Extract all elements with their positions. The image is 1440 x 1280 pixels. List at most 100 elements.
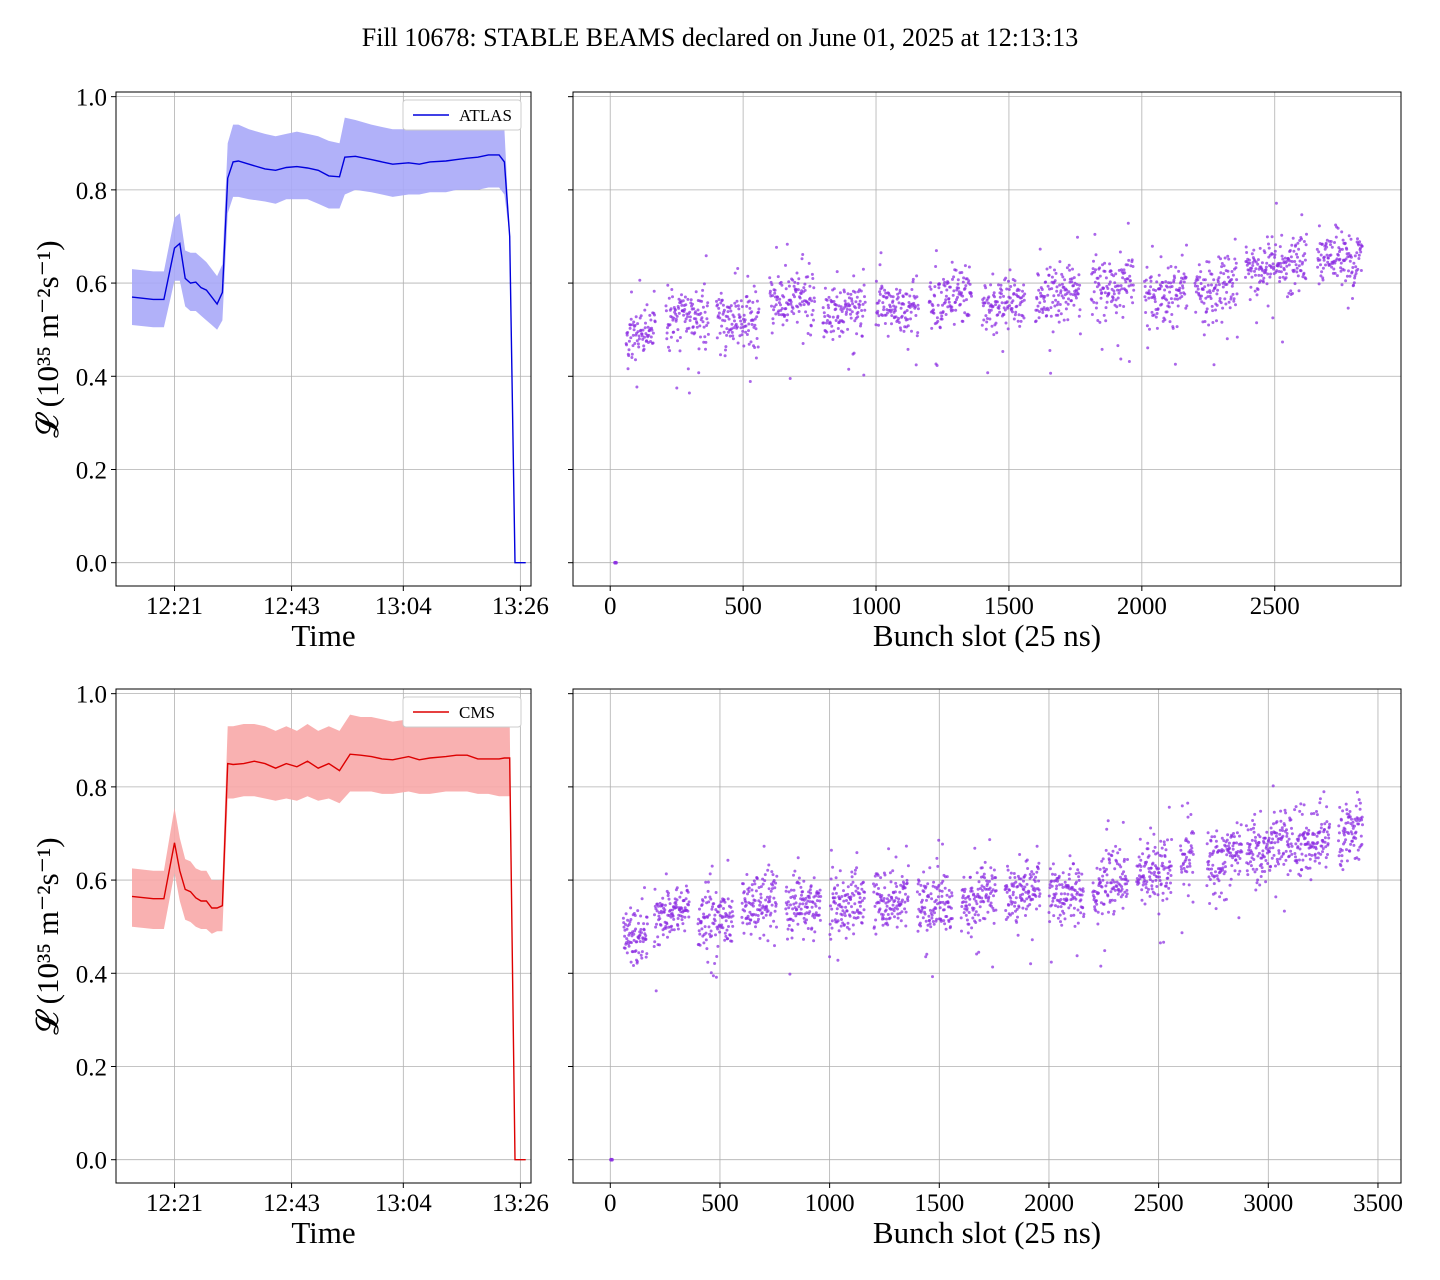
bunch-point xyxy=(726,310,730,314)
bunch-point xyxy=(769,924,773,928)
bunch-point xyxy=(1148,292,1152,296)
bunch-point xyxy=(1176,304,1180,308)
bunch-point xyxy=(1309,878,1313,882)
bunch-point xyxy=(1146,346,1150,350)
bunch-point xyxy=(963,264,967,268)
bunch-point xyxy=(1105,873,1109,877)
x-tick-label: 500 xyxy=(701,1190,739,1217)
bunch-point xyxy=(1150,310,1154,314)
bunch-point xyxy=(930,913,934,917)
x-tick-label: 1500 xyxy=(984,593,1034,620)
bunch-point xyxy=(1325,245,1329,249)
bunch-point xyxy=(727,317,731,321)
bunch-point xyxy=(1040,288,1044,291)
bunch-point xyxy=(1182,280,1186,284)
bunch-point xyxy=(811,900,815,904)
bunch-point xyxy=(712,902,716,906)
bunch-point xyxy=(1147,296,1151,300)
bunch-point xyxy=(1139,865,1143,868)
bunch-point xyxy=(672,917,676,921)
bunch-point xyxy=(1300,812,1304,816)
bunch-point xyxy=(935,316,939,320)
bunch-point xyxy=(1034,319,1038,323)
bunch-point xyxy=(1074,296,1078,300)
bunch-point xyxy=(1255,881,1259,885)
bunch-point xyxy=(704,931,708,935)
bunch-point xyxy=(884,908,888,912)
bunch-point xyxy=(956,282,960,286)
bunch-point xyxy=(1264,268,1268,272)
bunch-point xyxy=(858,896,862,900)
bunch-point xyxy=(890,322,893,326)
bunch-point xyxy=(836,883,840,887)
bunch-point xyxy=(1274,834,1278,838)
bunch-point xyxy=(904,844,908,848)
bunch-point xyxy=(1155,326,1159,330)
bunch-point xyxy=(773,288,777,292)
bunch-point xyxy=(878,290,882,294)
bunch-point xyxy=(722,907,725,910)
bunch-point xyxy=(942,919,946,923)
bunch-point xyxy=(975,902,979,906)
bunch-point xyxy=(1137,881,1141,885)
bunch-point xyxy=(1330,265,1334,269)
bunch-point xyxy=(941,879,945,883)
bunch-point xyxy=(1281,829,1285,832)
bunch-point xyxy=(1303,252,1307,256)
bunch-point xyxy=(1238,857,1242,860)
bunch-point xyxy=(633,323,637,327)
bunch-point xyxy=(1302,271,1306,275)
bunch-point xyxy=(1011,310,1014,314)
bunch-point xyxy=(655,909,659,913)
bunch-point xyxy=(1109,269,1113,273)
bunch-point xyxy=(1017,905,1021,909)
bunch-point xyxy=(759,885,763,889)
bunch-point xyxy=(1119,284,1123,288)
bunch-point xyxy=(858,299,862,303)
bunch-point xyxy=(756,914,760,917)
bunch-point xyxy=(987,879,991,883)
bunch-point xyxy=(1151,879,1155,883)
bunch-point xyxy=(899,902,903,906)
bunch-point xyxy=(1154,289,1158,292)
bunch-point xyxy=(828,321,832,325)
bunch-point xyxy=(669,307,673,311)
bunch-point xyxy=(1277,849,1281,853)
bunch-point xyxy=(759,896,763,900)
bunch-point xyxy=(1035,907,1038,911)
bunch-point xyxy=(924,885,928,889)
bunch-point xyxy=(1238,834,1241,838)
bunch-point xyxy=(916,915,920,919)
bunch-point xyxy=(1319,852,1323,856)
bunch-point xyxy=(1337,824,1341,828)
bunch-point xyxy=(901,295,905,299)
bunch-point xyxy=(1112,909,1116,913)
bunch-point xyxy=(925,928,929,932)
bunch-point xyxy=(1229,877,1233,881)
bunch-point xyxy=(1299,874,1302,878)
bunch-point xyxy=(854,300,858,304)
bunch-point xyxy=(1315,810,1318,813)
bunch-point xyxy=(863,295,866,299)
bunch-point xyxy=(629,960,633,964)
bunch-point xyxy=(715,336,719,340)
bunch-point xyxy=(964,284,968,288)
bunch-point xyxy=(1277,851,1281,855)
bunch-point xyxy=(852,274,856,278)
bunch-point xyxy=(677,311,681,315)
bunch-point xyxy=(812,939,816,943)
bunch-point xyxy=(786,927,790,931)
bunch-point xyxy=(923,912,927,916)
bunch-point xyxy=(790,936,794,940)
bunch-point xyxy=(1060,282,1064,286)
bunch-point xyxy=(742,313,746,317)
bunch-point xyxy=(831,315,835,319)
bunch-point xyxy=(930,897,934,901)
bunch-point xyxy=(950,260,954,264)
bunch-point xyxy=(980,323,984,327)
bunch-point xyxy=(1078,332,1082,336)
bunch-point xyxy=(994,321,998,325)
bunch-point xyxy=(1031,897,1035,901)
bunch-point xyxy=(994,303,998,307)
bunch-point xyxy=(888,916,892,920)
